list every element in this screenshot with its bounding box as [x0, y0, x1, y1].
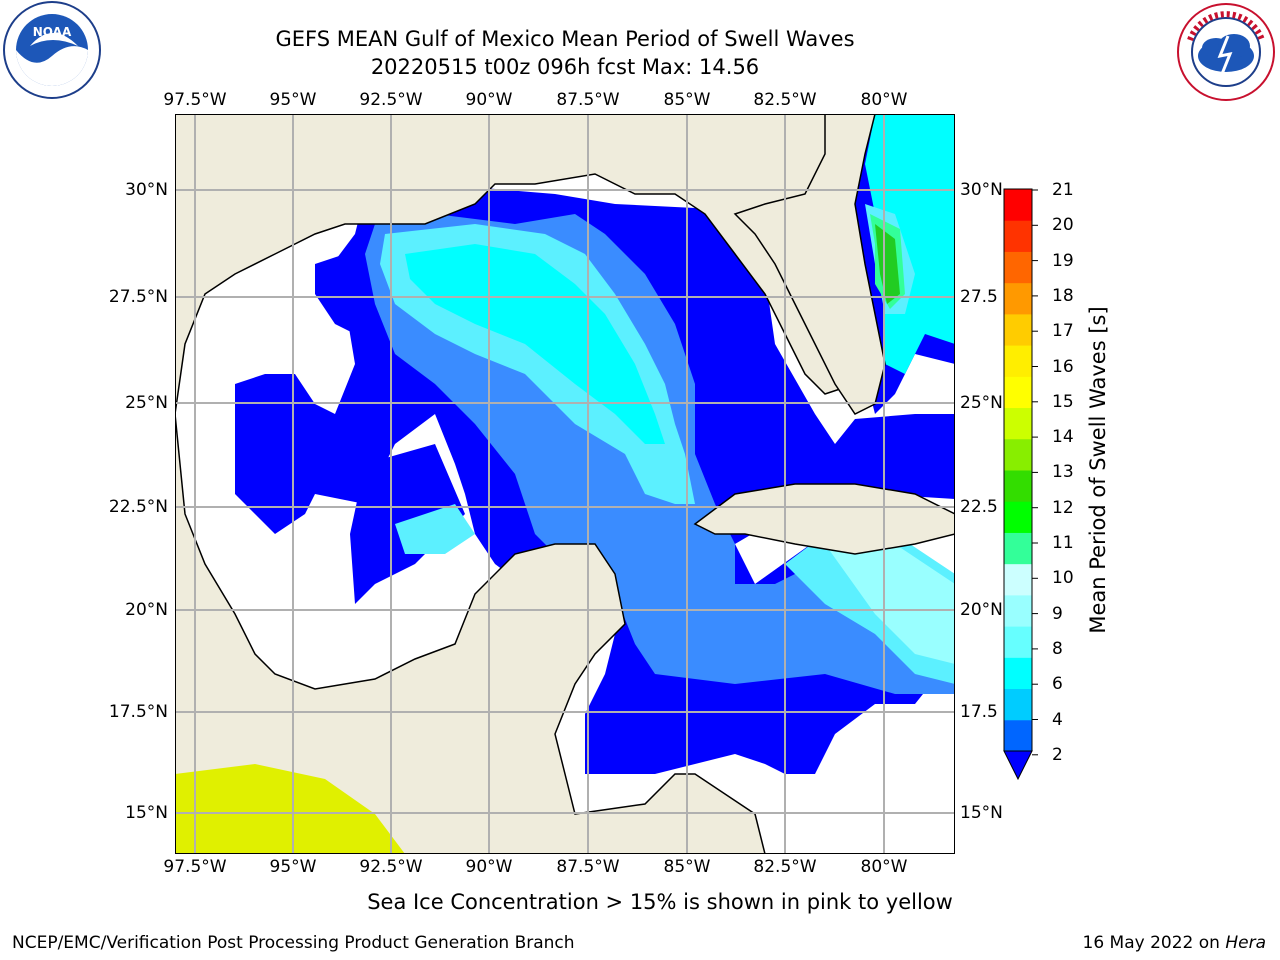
colorbar-extend-arrow [1003, 750, 1033, 781]
lon-label-bottom: 80°W [860, 857, 908, 877]
colorbar-tick-label: 14 [1052, 427, 1074, 448]
noaa-logo: NOAA [3, 1, 101, 99]
colorbar-segment [1004, 563, 1032, 596]
colorbar-tick-label: 19 [1052, 250, 1074, 271]
colorbar-segment [1004, 220, 1032, 252]
footer-host: Hera [1225, 933, 1266, 953]
colorbar-segment [1004, 501, 1032, 533]
colorbar-segment [1004, 719, 1032, 752]
colorbar-tick-label: 13 [1052, 462, 1074, 483]
footer-credit: NCEP/EMC/Verification Post Processing Pr… [12, 933, 575, 953]
colorbar-tick-label: 18 [1052, 285, 1074, 306]
colorbar-segment [1004, 189, 1032, 221]
map-panel [175, 114, 955, 854]
lat-label-right: 25°N [960, 393, 1003, 413]
colorbar-tick-label: 21 [1052, 180, 1074, 200]
lon-label-bottom: 87.5°W [556, 857, 620, 877]
colorbar-tick-label: 4 [1052, 709, 1063, 730]
colorbar-title: Mean Period of Swell Waves [s] [1086, 306, 1110, 634]
lat-label-right: 30°N [960, 180, 1003, 200]
colorbar-tick-label: 11 [1052, 533, 1074, 553]
footer-date: 16 May 2022 on Hera [1083, 933, 1267, 953]
colorbar-segment [1004, 376, 1032, 409]
graticule [175, 114, 955, 854]
lat-label-left: 22.5°N [108, 497, 168, 517]
lat-label-right: 22.5 [960, 497, 998, 517]
lat-label-left: 15°N [125, 803, 168, 823]
lon-label-top: 90°W [465, 90, 513, 110]
lon-label-bottom: 90°W [465, 857, 513, 877]
colorbar-tick-label: 8 [1052, 638, 1063, 659]
colorbar-tick-label: 17 [1052, 321, 1074, 342]
lon-label-bottom: 85°W [663, 857, 711, 877]
footer-date-text: 16 May 2022 on [1082, 933, 1226, 953]
colorbar-segment [1004, 407, 1032, 440]
lon-label-top: 82.5°W [753, 90, 817, 110]
colorbar-segment [1004, 438, 1032, 471]
lon-label-top: 92.5°W [359, 90, 423, 110]
lon-label-top: 85°W [663, 90, 711, 110]
colorbar-tick-label: 6 [1052, 674, 1063, 695]
lat-label-right: 15°N [960, 803, 1003, 823]
lat-label-left: 27.5°N [108, 287, 168, 307]
ice-note: Sea Ice Concentration > 15% is shown in … [367, 890, 953, 914]
noaa-logo-text: NOAA [33, 25, 72, 39]
colorbar-segment [1004, 470, 1032, 502]
lat-label-right: 27.5 [960, 287, 998, 307]
colorbar-segment [1004, 532, 1032, 565]
lon-label-bottom: 95°W [269, 857, 317, 877]
colorbar-segment [1004, 345, 1032, 377]
colorbar-tick-label: 15 [1052, 391, 1074, 412]
colorbar-segment [1004, 313, 1032, 346]
lon-label-bottom: 92.5°W [359, 857, 423, 877]
lon-label-top: 80°W [860, 90, 908, 110]
colorbar-segment [1004, 282, 1032, 315]
lat-label-left: 17.5°N [108, 702, 168, 722]
colorbar-tick-label: 9 [1052, 603, 1063, 624]
colorbar-segment [1004, 657, 1032, 690]
colorbar-segment [1004, 594, 1032, 627]
colorbar [1003, 188, 1038, 781]
lat-label-right: 20°N [960, 600, 1003, 620]
lon-label-bottom: 82.5°W [753, 857, 817, 877]
chart-subtitle: 20220515 t00z 096h fcst Max: 14.56 [370, 55, 760, 79]
colorbar-tick-label: 20 [1052, 215, 1074, 236]
nws-logo [1177, 3, 1275, 101]
lon-label-top: 95°W [269, 90, 317, 110]
colorbar-segment [1004, 688, 1032, 721]
colorbar-tick-label: 12 [1052, 497, 1074, 518]
lat-label-left: 20°N [125, 600, 168, 620]
colorbar-segment [1004, 251, 1032, 284]
lon-label-top: 87.5°W [556, 90, 620, 110]
colorbar-segment [1004, 626, 1032, 658]
lon-label-bottom: 97.5°W [163, 857, 227, 877]
lat-label-left: 30°N [125, 180, 168, 200]
chart-title: GEFS MEAN Gulf of Mexico Mean Period of … [275, 27, 855, 51]
lon-label-top: 97.5°W [163, 90, 227, 110]
lat-label-right: 17.5 [960, 702, 998, 722]
colorbar-tick-label: 10 [1052, 568, 1074, 589]
lat-label-left: 25°N [125, 393, 168, 413]
colorbar-frame [1003, 188, 1033, 752]
colorbar-tick-label: 2 [1052, 744, 1063, 765]
colorbar-tick-label: 16 [1052, 356, 1074, 377]
